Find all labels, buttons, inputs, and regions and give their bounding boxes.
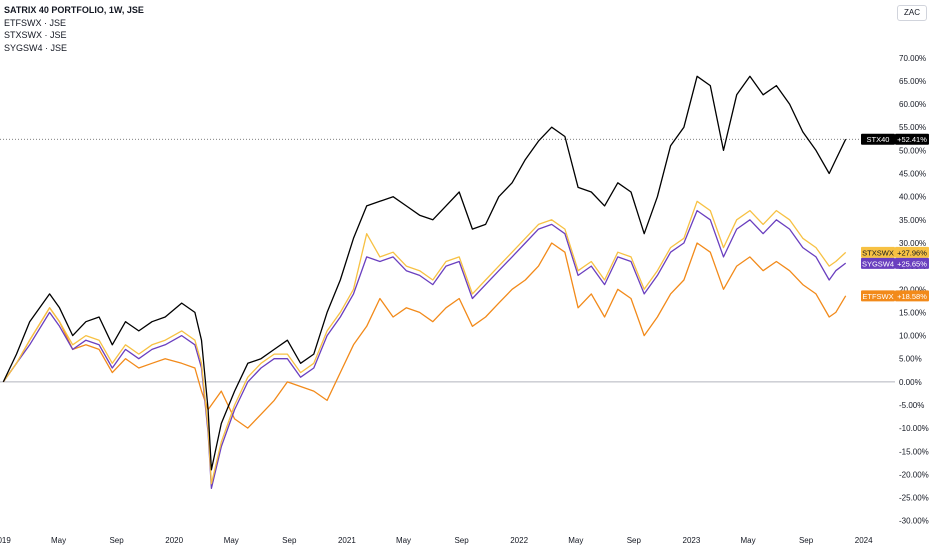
x-tick-label: May: [51, 536, 66, 545]
series-name-label: STX40: [867, 135, 890, 144]
series-line-stx40[interactable]: [2, 75, 847, 471]
chart-grid: [0, 138, 895, 383]
x-tick-label: May: [224, 536, 239, 545]
y-tick-label: 40.00%: [899, 193, 926, 202]
y-tick-label: 20.00%: [899, 285, 926, 294]
y-tick-label: -15.00%: [899, 447, 929, 456]
currency-button[interactable]: ZAC: [897, 5, 927, 21]
y-axis: 70.00% 65.00% 60.00% 55.00% 50.00% 45.00% 40.0…: [899, 54, 929, 526]
x-tick-label: Sep: [799, 536, 814, 545]
y-tick-label: 35.00%: [899, 216, 926, 225]
last-value-tag-sygsw4: SYGSW4 +25.65%: [861, 257, 929, 269]
y-tick-label: 15.00%: [899, 308, 926, 317]
series-value-label: +18.58%: [897, 292, 927, 301]
chart-series: [2, 75, 847, 489]
series-value-label: +27.96%: [897, 248, 927, 257]
x-tick-label: Sep: [282, 536, 297, 545]
x-tick-label: Sep: [627, 536, 642, 545]
y-tick-label: -5.00%: [899, 401, 924, 410]
y-tick-label: 70.00%: [899, 54, 926, 63]
last-value-tag-etfswx: ETFSWX +18.58%: [861, 290, 929, 302]
series-name-label: STXSWX: [862, 248, 894, 257]
x-tick-label: 2022: [510, 536, 528, 545]
x-tick-label: May: [740, 536, 755, 545]
y-tick-label: 30.00%: [899, 239, 926, 248]
last-value-tag-stx40: STX40 +52.41%: [861, 133, 929, 145]
series-value-label: +25.65%: [897, 259, 927, 268]
legend-item-stxswx[interactable]: STXSWX · JSE: [4, 30, 67, 40]
x-tick-label: 2020: [165, 536, 183, 545]
x-tick-label: 2019: [0, 536, 11, 545]
y-tick-label: 55.00%: [899, 123, 926, 132]
chart-legend: SATRIX 40 PORTFOLIO, 1W, JSE ETFSWX · JS…: [4, 4, 144, 54]
series-name-label: SYGSW4: [862, 259, 894, 268]
x-tick-label: 2021: [338, 536, 356, 545]
y-tick-label: 5.00%: [899, 355, 922, 364]
x-tick-label: May: [568, 536, 583, 545]
x-tick-label: Sep: [109, 536, 124, 545]
y-tick-label: 0.00%: [899, 378, 922, 387]
legend-item-sygsw4[interactable]: SYGSW4 · JSE: [4, 42, 68, 53]
series-name-label: ETFSWX: [862, 292, 893, 301]
y-tick-label: 45.00%: [899, 170, 926, 179]
series-line-stxswx[interactable]: [2, 200, 847, 485]
x-axis: 2019 May Sep 2020 May Sep 2021 May Sep 2022 May Sep…: [0, 536, 873, 545]
y-tick-label: -25.00%: [899, 494, 929, 503]
legend-item-etfswx[interactable]: ETFSWX · JSE: [4, 17, 67, 28]
x-tick-label: May: [396, 536, 411, 545]
series-line-sygsw4[interactable]: [2, 209, 847, 489]
x-tick-label: Sep: [454, 536, 469, 545]
series-line-etfswx[interactable]: [2, 242, 847, 429]
y-tick-label: -30.00%: [899, 517, 929, 526]
last-value-tag-stxswx: STXSWX +27.96%: [861, 246, 929, 258]
x-tick-label: 2024: [855, 536, 873, 545]
y-tick-label: 10.00%: [899, 332, 926, 341]
chart-title: SATRIX 40 PORTFOLIO, 1W, JSE: [4, 5, 144, 15]
y-tick-label: 65.00%: [899, 77, 926, 86]
y-tick-label: 60.00%: [899, 100, 926, 109]
y-tick-label: 50.00%: [899, 146, 926, 155]
series-last-value-labels: STX40 +52.41% STXSWX +27.96%SYGSW4 +25.65% ET…: [861, 133, 929, 302]
y-tick-label: -10.00%: [899, 424, 929, 433]
series-value-label: +52.41%: [897, 135, 927, 144]
y-tick-label: -20.00%: [899, 470, 929, 479]
x-tick-label: 2023: [683, 536, 701, 545]
